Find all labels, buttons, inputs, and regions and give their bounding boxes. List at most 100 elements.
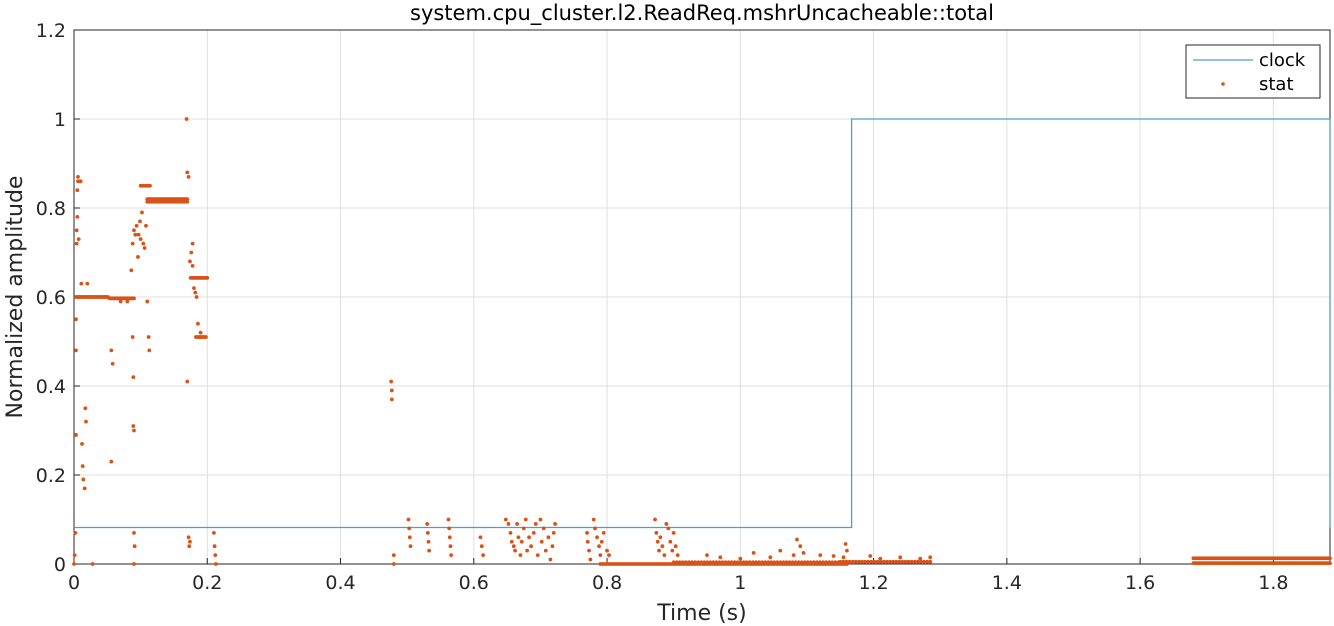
stat-point <box>82 486 87 491</box>
stat-point <box>599 539 604 544</box>
clock-series-line <box>74 118 1331 529</box>
stat-point <box>130 241 135 246</box>
stat-point <box>726 560 731 565</box>
stat-point <box>591 517 596 522</box>
stat-point <box>516 535 521 540</box>
stat-point <box>702 560 707 565</box>
stat-point <box>863 559 867 564</box>
stat-point <box>674 560 679 565</box>
stat-point <box>76 237 81 242</box>
stat-point <box>185 199 190 204</box>
y-tick-label: 0.4 <box>36 376 66 398</box>
stat-point <box>550 544 555 549</box>
stat-point <box>868 554 873 558</box>
stat-point <box>77 295 82 299</box>
stat-point <box>553 522 557 526</box>
stat-point <box>118 299 123 304</box>
stat-point <box>919 559 923 564</box>
stat-point <box>72 562 76 566</box>
stat-point <box>389 388 394 393</box>
stat-point <box>801 550 806 555</box>
stat-point <box>538 517 543 522</box>
stat-point <box>766 560 771 565</box>
stat-point <box>136 255 140 259</box>
stat-point <box>818 553 823 557</box>
stat-point <box>186 174 191 179</box>
stat-point <box>744 560 749 565</box>
stat-point <box>214 562 218 566</box>
stat-point <box>449 553 454 557</box>
stat-point <box>74 433 78 437</box>
stat-point <box>708 560 713 565</box>
stat-point <box>76 174 80 179</box>
stat-point <box>1328 561 1332 566</box>
stat-point <box>80 441 84 446</box>
stat-point <box>831 554 836 558</box>
stat-point <box>671 530 676 535</box>
stat-point <box>205 275 210 280</box>
stat-point <box>408 544 413 549</box>
stat-point <box>79 281 84 286</box>
stat-point <box>778 548 783 553</box>
stat-series-points <box>72 117 1332 566</box>
stat-point <box>479 544 484 549</box>
stat-point <box>768 555 773 560</box>
stat-point <box>738 560 743 565</box>
stat-point <box>787 560 792 565</box>
stat-point <box>866 559 871 564</box>
stat-point <box>827 560 832 565</box>
stat-point <box>738 556 743 561</box>
stat-point <box>906 559 911 564</box>
stat-point <box>605 548 609 553</box>
stat-point <box>204 335 208 339</box>
stat-point <box>132 530 136 535</box>
stat-point <box>74 241 79 246</box>
stat-point <box>830 560 835 565</box>
stat-point <box>78 179 83 184</box>
stat-point <box>509 539 514 544</box>
stat-point <box>193 290 198 295</box>
stat-point <box>878 559 883 564</box>
stat-point <box>518 553 523 557</box>
stat-point <box>74 317 78 322</box>
stat-point <box>922 559 926 564</box>
stat-point <box>587 548 591 553</box>
stat-point <box>185 379 190 384</box>
stat-point <box>84 419 88 424</box>
stat-point <box>903 559 908 564</box>
stat-point <box>426 539 431 544</box>
stat-point <box>585 539 590 544</box>
tick-layer: 0 0.2 0.4 0.6 0.8 1 1.2 1.4 1.6 1.8 0 0.2 0.4 0.6 0.8 1… <box>36 20 1289 594</box>
stat-point <box>503 517 508 522</box>
stat-point <box>687 560 691 565</box>
y-tick-label: 0.6 <box>36 287 66 309</box>
stat-point <box>894 559 898 564</box>
stat-point <box>527 535 531 540</box>
x-axis-label: Time (s) <box>656 601 746 626</box>
stat-point <box>391 553 396 557</box>
stat-point <box>793 560 798 565</box>
stat-point <box>705 560 710 565</box>
stat-point <box>75 188 80 193</box>
stat-point <box>928 559 933 564</box>
stat-point <box>189 250 194 255</box>
stat-point <box>869 559 874 564</box>
x-tick-label: 1.4 <box>992 572 1022 594</box>
stat-point <box>812 560 816 565</box>
stat-point <box>130 335 135 339</box>
stat-point <box>74 228 79 233</box>
stat-point <box>525 548 529 553</box>
stat-point <box>125 299 130 304</box>
stat-point <box>447 535 452 540</box>
stat-point <box>853 559 858 564</box>
stat-point <box>699 560 704 565</box>
stat-point <box>898 555 903 560</box>
stat-point <box>891 559 895 564</box>
stat-point <box>760 560 765 565</box>
stat-point <box>196 321 200 326</box>
stat-point <box>391 562 396 566</box>
stat-point <box>595 535 599 540</box>
stat-point <box>406 517 411 522</box>
stat-point <box>671 560 676 565</box>
